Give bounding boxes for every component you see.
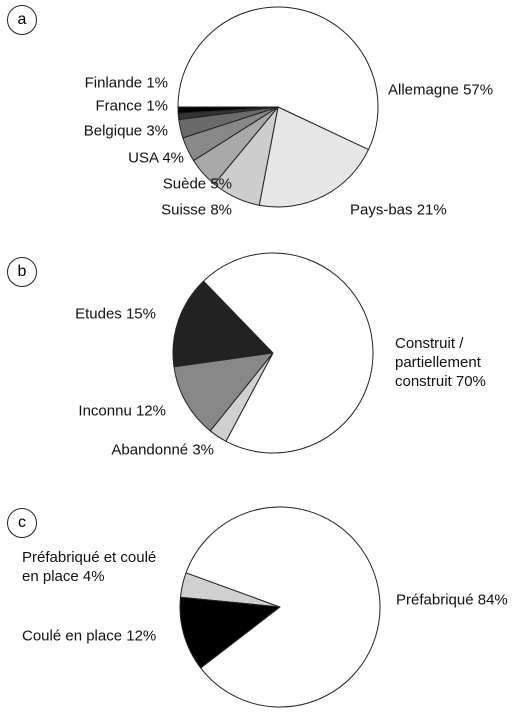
value-label: 4% [162, 149, 184, 167]
slice-label: Finlande 1% [85, 74, 168, 93]
slice-label: Suisse 8% [161, 201, 232, 220]
value-label: 21% [416, 201, 447, 219]
value-label: 84% [477, 591, 508, 609]
value-label: 5% [210, 175, 232, 193]
slice-label: Construit / partiellement construit 70% [395, 334, 510, 391]
slice-label: Préfabriqué 84% [396, 591, 508, 610]
slice-label: Inconnu 12% [78, 402, 166, 421]
category-name: Etudes [75, 305, 122, 323]
slice-label: Coulé en place 12% [22, 627, 156, 646]
pie-slice [185, 506, 381, 708]
slice-label: Suède 5% [163, 175, 232, 194]
value-label: 1% [146, 97, 168, 115]
category-name: Suède [162, 175, 207, 193]
slice-label: Préfabriqué et coulé en place 4% [22, 548, 172, 586]
value-label: 8% [210, 201, 232, 219]
pie-slice [258, 106, 370, 208]
slice-label: France 1% [95, 97, 168, 116]
category-name: France [95, 97, 143, 115]
value-label: 3% [192, 441, 214, 459]
value-label: 12% [135, 402, 166, 420]
category-name: Finlande [84, 74, 143, 92]
pie-slice [173, 352, 275, 432]
slice-label: Belgique 3% [84, 122, 168, 141]
pie-slice [177, 106, 279, 114]
slice-label: Abandonné 3% [111, 441, 214, 460]
category-name: Coulé en place [22, 627, 123, 645]
value-label: 57% [463, 81, 494, 99]
value-label: 4% [82, 568, 105, 585]
category-name: Suisse [161, 201, 207, 219]
pie-slice [202, 252, 374, 454]
slice-label: Pays-bas 21% [350, 201, 447, 220]
panel-label: b [7, 257, 37, 287]
slice-label: Etudes 15% [75, 305, 156, 324]
panel-label: a [7, 5, 37, 35]
value-label: 70% [455, 373, 486, 390]
category-name: Construit / partiellement construit [395, 335, 481, 390]
category-name: Allemagne [388, 81, 459, 99]
pie-slice [177, 6, 379, 151]
pie-slice [172, 280, 275, 368]
pie-slice [179, 596, 282, 669]
category-name: Préfabriqué [396, 591, 474, 609]
category-name: Abandonné [111, 441, 189, 459]
category-name: Belgique [83, 122, 143, 140]
panel-label: c [7, 508, 37, 538]
value-label: 1% [146, 74, 168, 92]
slice-label: Allemagne 57% [388, 81, 493, 100]
value-label: 15% [125, 305, 156, 323]
category-name: Inconnu [78, 402, 132, 420]
category-name: Pays-bas [350, 201, 413, 219]
category-name: USA [128, 149, 159, 167]
category-name: Préfabriqué et coulé en place [22, 549, 157, 585]
slice-label: USA 4% [128, 149, 184, 168]
value-label: 12% [126, 627, 157, 645]
value-label: 3% [146, 122, 168, 140]
